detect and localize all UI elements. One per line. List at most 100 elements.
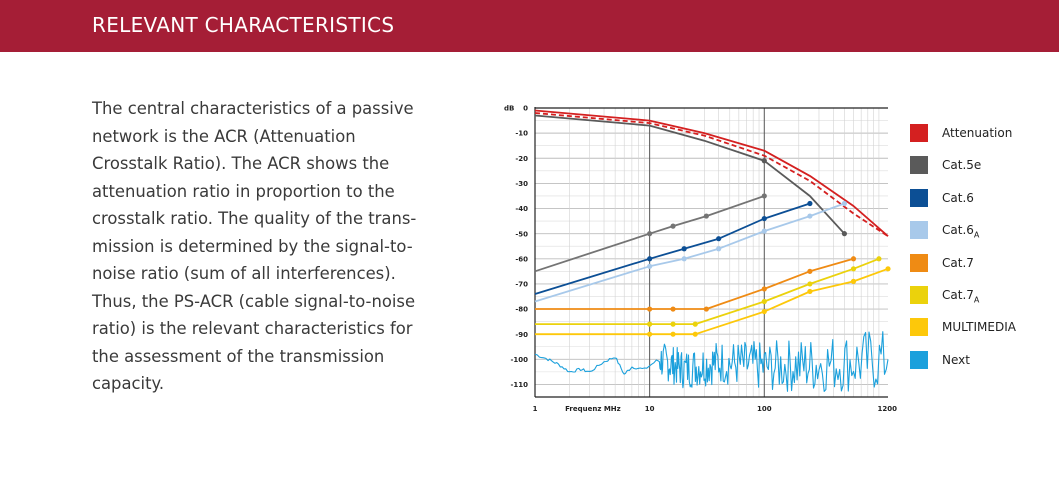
- legend-label: MULTIMEDIA: [942, 320, 1016, 335]
- legend-swatch: [910, 221, 928, 240]
- y-tick-label: -70: [515, 281, 528, 289]
- series-next-line: [534, 331, 889, 392]
- series-attenuation: [534, 112, 889, 237]
- series-cat-5e-point: [703, 213, 709, 219]
- legend-swatch: [910, 318, 928, 337]
- y-tick-label: -90: [515, 331, 528, 339]
- series-cat-7a-line: [535, 257, 880, 325]
- legend-item: Cat.6: [910, 188, 1050, 221]
- series-cat-6a-point: [647, 263, 653, 269]
- series-multimedia-point: [670, 331, 676, 337]
- legend-label: Cat.5e: [942, 158, 982, 173]
- series-cat-7-point: [761, 286, 767, 292]
- series-multimedia-point: [692, 331, 698, 337]
- x-tick-labels: 1 10 100 1200: [533, 405, 898, 413]
- series-cat-7a-point: [647, 321, 653, 327]
- series-cat-6a: [534, 200, 848, 303]
- y-tick-label: -20: [515, 155, 528, 163]
- x-tick-label: 100: [757, 405, 772, 413]
- series-cat-7a-point: [670, 321, 676, 327]
- legend-item: Cat.7: [910, 253, 1050, 286]
- legend-swatch: [910, 253, 928, 272]
- series-cat-6-point: [681, 246, 687, 252]
- chart-grid: [535, 107, 888, 398]
- series-multimedia: [535, 266, 891, 337]
- page-title: RELEVANT CHARACTERISTICS: [92, 13, 395, 37]
- series-cat-5e-point: [841, 231, 848, 237]
- legend-swatch: [910, 188, 928, 207]
- legend-item: Cat.6A: [910, 221, 1050, 253]
- legend-item: Next: [910, 350, 1050, 383]
- legend-label: Cat.6A: [942, 223, 980, 240]
- legend-item: MULTIMEDIA: [910, 318, 1050, 350]
- legend-label: Cat.7A: [942, 287, 980, 305]
- series-cat-7-point: [670, 306, 676, 312]
- series-cat-5e: [534, 193, 767, 273]
- y-tick-label: -110: [510, 381, 528, 389]
- y-tick-label: -80: [515, 306, 528, 314]
- series-attenuation-line: [534, 109, 889, 237]
- legend-swatch: [910, 285, 928, 304]
- series-multimedia-line: [535, 267, 889, 336]
- series-cat-5e: [534, 114, 846, 235]
- series-next: [534, 331, 889, 392]
- legend-item: Cat.7A: [910, 285, 1050, 318]
- series-cat-6a-point: [807, 213, 813, 219]
- legend-item: Attenuation: [910, 124, 1050, 156]
- series-cat-7a-point: [692, 321, 698, 327]
- legend-item: Cat.5e: [910, 156, 1050, 188]
- series-multimedia-point: [647, 331, 653, 337]
- series-attenuation: [534, 109, 889, 237]
- y-tick-label: -60: [515, 255, 528, 263]
- y-tick-label: -40: [515, 205, 528, 213]
- legend-label-subscript: A: [973, 230, 980, 240]
- x-tick-label: 1: [533, 405, 538, 413]
- header-banner: RELEVANT CHARACTERISTICS: [0, 0, 1059, 52]
- series-cat-5e-point: [761, 158, 767, 164]
- series-cat-6a-line: [534, 202, 845, 303]
- series-cat-6-point: [807, 200, 813, 207]
- series-cat-6-point: [716, 236, 722, 242]
- series-cat-7-point: [647, 306, 653, 312]
- y-tick-labels: 0 -10 -20 -30 -40 -50 -60 -70 -80 -90 -100 -110: [510, 105, 528, 389]
- series-multimedia-point: [885, 266, 891, 272]
- series-cat-6a-point: [761, 228, 767, 234]
- series-cat-5e-point: [670, 223, 676, 229]
- series-cat-6a-point: [716, 246, 722, 252]
- y-axis-label: dB: [504, 105, 514, 113]
- series-cat-7-point: [703, 306, 709, 312]
- x-tick-label: 1200: [878, 405, 898, 413]
- series-multimedia-point: [807, 288, 813, 295]
- series-cat-6-point: [761, 215, 767, 222]
- legend-label: Cat.6: [942, 190, 974, 205]
- legend-swatch: [910, 124, 928, 142]
- series-cat-7a: [535, 256, 882, 327]
- series-cat-5e-point: [647, 231, 653, 237]
- x-axis-label: Frequenz MHz: [565, 405, 621, 413]
- series-cat-5e-point: [761, 193, 767, 199]
- y-tick-label: -10: [515, 130, 528, 138]
- series-cat-7a-point: [876, 256, 882, 262]
- y-tick-label: -30: [515, 180, 528, 188]
- x-tick-label: 10: [645, 405, 655, 413]
- series-cat-7: [535, 256, 857, 312]
- series-cat-5e-line: [534, 114, 846, 235]
- series-cat-6-point: [647, 256, 653, 262]
- series-cat-7-point: [850, 256, 857, 262]
- y-tick-label: -50: [515, 230, 528, 238]
- series-cat-6a-point: [681, 256, 687, 262]
- y-tick-label: 0: [523, 105, 528, 113]
- legend-label: Attenuation: [942, 126, 1013, 140]
- chart-legend: Attenuation Cat.5e Cat.6 Cat.6A Cat.7 Cat.7A M…: [910, 124, 1050, 383]
- series-cat-7a-point: [761, 298, 767, 305]
- legend-label-subscript: A: [973, 295, 980, 305]
- series-cat-7-point: [807, 268, 813, 274]
- series-cat-7a-point: [850, 266, 857, 272]
- legend-label: Cat.7: [942, 255, 974, 270]
- series-multimedia-point: [850, 278, 857, 284]
- series-cat-6: [534, 200, 813, 295]
- series-cat-6a-point: [841, 200, 848, 207]
- legend-label: Next: [942, 352, 970, 367]
- series-multimedia-point: [761, 308, 767, 315]
